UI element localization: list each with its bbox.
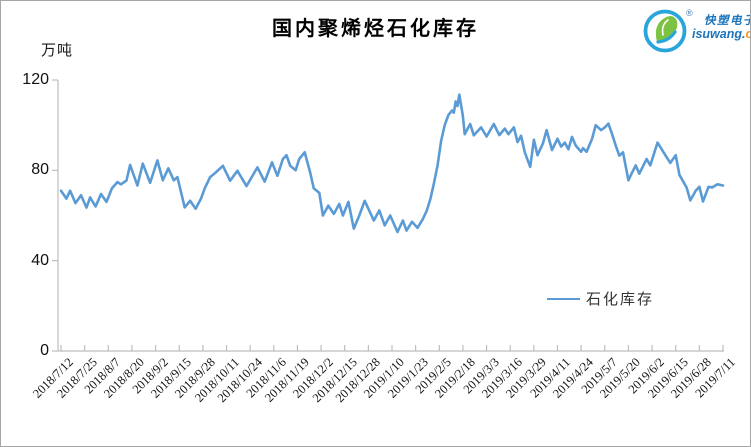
brand-domain-tld: com [745, 27, 750, 41]
isuwang-logo-icon [643, 9, 687, 53]
brand-name: 快塑电子商 [704, 15, 750, 27]
y-axis-unit-label: 万吨 [41, 43, 74, 59]
y-axis-tick-label: 0 [40, 342, 49, 359]
legend: 石化库存 [547, 288, 654, 309]
series-line-石化库存 [59, 93, 725, 234]
y-axis-tick-label: 40 [31, 251, 49, 269]
brand-domain-main: isuwang. [692, 27, 746, 41]
registered-trademark: ® [686, 8, 693, 18]
legend-label: 石化库存 [586, 292, 655, 308]
legend-line-swatch [547, 297, 580, 300]
brand-logo: ® 快塑电子商 isuwang.com [641, 1, 750, 61]
y-axis-tick-label: 120 [22, 71, 49, 88]
brand-domain: isuwang.com [692, 27, 750, 41]
y-axis-tick-label: 80 [31, 161, 49, 179]
chart-title: 国内聚烯烃石化库存 [272, 18, 479, 40]
